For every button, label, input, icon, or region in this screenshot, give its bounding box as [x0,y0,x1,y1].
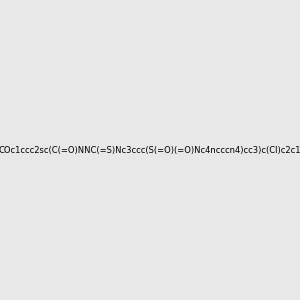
Text: COc1ccc2sc(C(=O)NNC(=S)Nc3ccc(S(=O)(=O)Nc4ncccn4)cc3)c(Cl)c2c1: COc1ccc2sc(C(=O)NNC(=S)Nc3ccc(S(=O)(=O)N… [0,146,300,154]
